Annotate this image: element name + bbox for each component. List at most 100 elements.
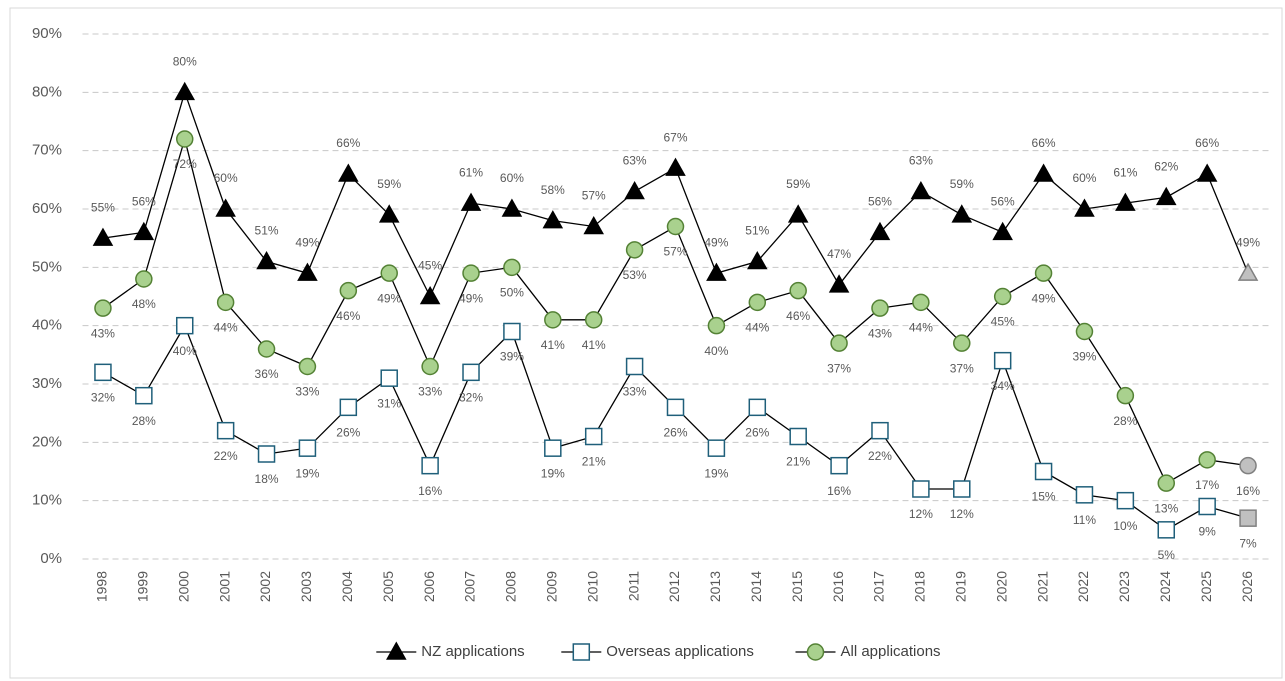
marker: [256, 250, 277, 270]
x-tick-label: 1999: [135, 571, 151, 602]
x-tick-label: 2005: [380, 571, 396, 602]
x-tick-label: 2011: [625, 571, 641, 601]
marker: [544, 311, 562, 329]
marker: [175, 316, 194, 335]
x-tick-label: 2022: [1075, 571, 1091, 602]
data-label: 59%: [377, 177, 401, 191]
data-label: 56%: [991, 195, 1015, 209]
data-label: 11%: [1073, 513, 1096, 527]
x-tick-label: 2018: [912, 571, 928, 602]
x-tick-label: 2017: [871, 571, 887, 602]
marker: [380, 369, 398, 387]
data-label: 44%: [214, 321, 238, 335]
data-label: 12%: [950, 507, 974, 521]
marker: [1034, 264, 1053, 282]
x-tick-label: 2015: [789, 571, 805, 602]
marker: [1155, 186, 1177, 206]
data-label: 40%: [704, 344, 728, 358]
x-tick-label: 2009: [544, 571, 560, 602]
data-label: 46%: [786, 309, 810, 323]
marker: [257, 445, 276, 463]
legend-label: All applications: [841, 643, 941, 660]
data-label: 55%: [91, 200, 115, 214]
legend-marker: [572, 643, 591, 661]
data-label: 10%: [1113, 519, 1137, 533]
data-label: 40%: [173, 344, 197, 358]
data-label: 43%: [91, 326, 115, 340]
marker: [951, 204, 973, 223]
data-label: 47%: [827, 247, 851, 261]
y-tick-label: 10%: [32, 492, 62, 509]
data-label: 63%: [623, 154, 647, 168]
data-label: 49%: [1236, 235, 1260, 249]
data-label: 33%: [418, 385, 442, 399]
marker: [503, 322, 521, 341]
marker: [216, 293, 235, 312]
marker: [380, 264, 398, 282]
marker: [378, 204, 400, 223]
marker: [298, 357, 317, 376]
marker: [1157, 474, 1176, 492]
x-tick-label: 2000: [175, 571, 191, 602]
marker: [748, 398, 767, 417]
x-tick-label: 2025: [1198, 571, 1214, 602]
data-label: 63%: [909, 154, 933, 168]
marker: [1033, 163, 1054, 182]
marker: [133, 221, 155, 241]
marker: [215, 198, 236, 217]
data-label: 21%: [786, 455, 810, 469]
x-tick-label: 2007: [462, 571, 478, 602]
marker: [707, 439, 726, 457]
data-label: 46%: [336, 309, 360, 323]
marker: [625, 357, 644, 376]
data-label: 16%: [418, 484, 442, 498]
data-label: 44%: [909, 321, 933, 335]
legend-marker: [386, 641, 407, 660]
data-label: 45%: [418, 259, 442, 273]
data-label: 58%: [541, 183, 565, 197]
data-label: 45%: [991, 315, 1015, 329]
y-tick-label: 70%: [32, 142, 62, 159]
marker: [421, 456, 439, 475]
marker: [993, 351, 1012, 370]
data-label: 31%: [377, 396, 401, 410]
marker: [583, 215, 604, 235]
marker: [830, 456, 848, 475]
data-label: 62%: [1154, 160, 1178, 174]
marker: [175, 130, 194, 148]
data-label: 59%: [786, 177, 810, 191]
data-label: 50%: [500, 286, 524, 300]
marker: [666, 398, 685, 417]
marker: [174, 81, 196, 101]
data-label: 51%: [255, 224, 279, 238]
legend-label: NZ applications: [421, 643, 524, 660]
marker: [216, 421, 235, 440]
marker: [828, 274, 850, 293]
marker: [92, 227, 114, 246]
marker: [748, 293, 767, 312]
marker: [584, 311, 603, 329]
data-label: 60%: [1072, 171, 1096, 185]
y-tick-label: 50%: [32, 258, 62, 275]
data-label: 19%: [541, 466, 565, 480]
x-tick-label: 1998: [94, 571, 110, 602]
marker: [1116, 386, 1135, 405]
data-label: 7%: [1239, 536, 1257, 550]
x-tick-label: 2021: [1034, 571, 1050, 602]
x-tick-label: 2013: [707, 571, 723, 602]
data-label: 57%: [582, 189, 606, 203]
data-label: 39%: [1072, 350, 1096, 364]
series: 43% 48% 72% 44% 36% 33% 46% 49% 33% 49% 50% 41% 41% 5…: [91, 130, 1260, 515]
marker: [339, 398, 358, 417]
data-label: 12%: [909, 507, 933, 521]
x-tick-label: 2024: [1157, 571, 1173, 602]
data-label: 32%: [459, 391, 483, 405]
x-tick-label: 2004: [339, 571, 355, 602]
marker: [298, 439, 317, 457]
marker: [706, 262, 727, 281]
marker: [501, 198, 523, 217]
data-label: 15%: [1032, 490, 1056, 504]
y-tick-label: 90%: [32, 25, 62, 42]
marker: [1034, 462, 1053, 481]
data-label: 9%: [1198, 525, 1216, 539]
